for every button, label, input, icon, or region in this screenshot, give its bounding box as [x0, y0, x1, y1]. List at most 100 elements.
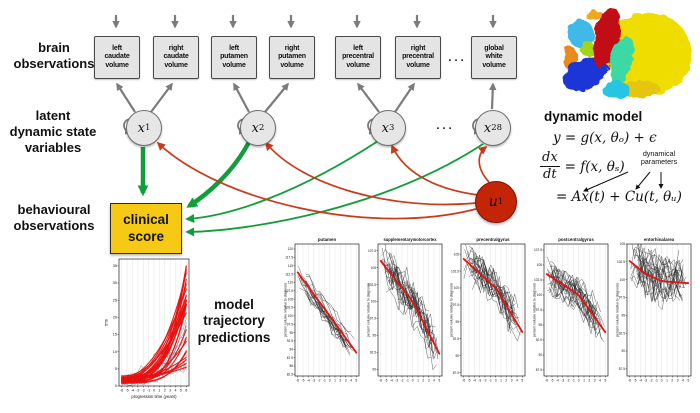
obs-box-right-putamen: right putamen volume	[269, 36, 315, 79]
svg-text:10: 10	[113, 350, 117, 354]
node-label: x	[381, 120, 389, 136]
svg-text:90: 90	[372, 367, 376, 371]
equation-state-rhs: = f(x, θₛ)	[564, 158, 625, 175]
svg-text:2: 2	[505, 378, 507, 382]
svg-text:97.5: 97.5	[619, 296, 625, 300]
svg-text:2: 2	[422, 378, 424, 382]
svg-text:putamen: putamen	[318, 237, 337, 242]
svg-text:0: 0	[412, 378, 414, 382]
nodes-ellipsis: . . .	[436, 120, 452, 132]
svg-text:-3: -3	[478, 378, 481, 382]
region-plot-entorhinalarea: -6 -5 -4 -3 -2 -1 0 1 2 3 4 5 87.5 90 92.5 95 97.5 100 102…	[615, 236, 694, 409]
svg-text:-2: -2	[142, 388, 145, 392]
svg-text:-3: -3	[561, 378, 564, 382]
svg-text:5: 5	[438, 378, 440, 382]
svg-text:92.5: 92.5	[287, 339, 293, 343]
svg-text:1: 1	[158, 388, 160, 392]
svg-text:-4: -4	[473, 378, 476, 382]
svg-text:0: 0	[115, 384, 117, 388]
svg-text:120: 120	[288, 247, 294, 251]
svg-text:-6: -6	[628, 378, 631, 382]
svg-text:100: 100	[371, 300, 377, 304]
svg-text:-6: -6	[120, 388, 123, 392]
svg-text:1: 1	[666, 378, 668, 382]
brain-region-gold	[620, 80, 660, 98]
svg-text:6: 6	[185, 388, 187, 392]
svg-text:3: 3	[345, 378, 347, 382]
svg-text:95: 95	[455, 320, 459, 324]
svg-text:5: 5	[687, 378, 689, 382]
svg-text:87.5: 87.5	[453, 371, 459, 375]
svg-text:-5: -5	[125, 388, 128, 392]
svg-text:-3: -3	[395, 378, 398, 382]
svg-text:2: 2	[588, 378, 590, 382]
equation-observation: y = g(x, θₒ) + ϵ	[553, 130, 657, 146]
svg-text:progression time (years): progression time (years)	[131, 394, 177, 399]
input-arrows	[156, 141, 490, 220]
svg-text:percent volume relative to dia: percent volume relative to diagnosis	[284, 283, 288, 337]
svg-text:-2: -2	[484, 378, 487, 382]
svg-text:102.5: 102.5	[285, 306, 293, 310]
svg-text:1: 1	[583, 378, 585, 382]
svg-text:2: 2	[671, 378, 673, 382]
svg-text:1: 1	[500, 378, 502, 382]
clinical-arrows	[137, 140, 484, 237]
svg-text:-1: -1	[406, 378, 409, 382]
svg-text:107.5: 107.5	[285, 289, 293, 293]
node-label: x	[137, 120, 145, 136]
svg-text:entorhinalarea: entorhinalarea	[644, 237, 675, 242]
svg-text:0: 0	[661, 378, 663, 382]
svg-text:-2: -2	[567, 378, 570, 382]
brain-region-green	[580, 42, 596, 56]
svg-text:107.5: 107.5	[368, 249, 376, 253]
svg-text:105: 105	[620, 242, 626, 246]
svg-text:-1: -1	[655, 378, 658, 382]
svg-text:87.5: 87.5	[536, 368, 542, 372]
svg-text:4: 4	[433, 378, 435, 382]
svg-text:-5: -5	[634, 378, 637, 382]
svg-text:107.5: 107.5	[534, 248, 542, 252]
node-label: x	[483, 120, 492, 136]
svg-text:-1: -1	[572, 378, 575, 382]
svg-text:102.5: 102.5	[368, 283, 376, 287]
label-model-trajectory-predictions: model trajectory predictions	[197, 297, 271, 345]
svg-text:-6: -6	[545, 378, 548, 382]
brain-region-cyan-upper	[568, 20, 594, 48]
obs-box-left-precentral: left precentral volume	[335, 36, 381, 79]
region-plot-supplementarymotorcortex: -6 -5 -4 -3 -2 -1 0 1 2 3 4 5 90 92.5 95 97.5 100 102.5 10…	[366, 236, 445, 409]
svg-text:115: 115	[288, 264, 293, 268]
svg-text:percent volume relative to dia: percent volume relative to diagnosis	[450, 283, 454, 337]
svg-text:110: 110	[288, 281, 293, 285]
svg-text:-4: -4	[390, 378, 393, 382]
svg-text:92.5: 92.5	[453, 337, 459, 341]
svg-text:90: 90	[538, 353, 542, 357]
svg-text:90: 90	[289, 347, 293, 351]
node-label: x	[251, 120, 259, 136]
svg-text:-1: -1	[489, 378, 492, 382]
svg-text:4: 4	[682, 378, 684, 382]
row-label-latent-variables: latent dynamic state variables	[9, 108, 97, 155]
svg-text:precentralgyrus: precentralgyrus	[476, 237, 510, 242]
svg-text:0: 0	[578, 378, 580, 382]
row-label-brain-observations: brain observations	[13, 40, 95, 71]
noise-down-arrows	[112, 15, 497, 29]
svg-text:-4: -4	[131, 388, 134, 392]
svg-text:3: 3	[428, 378, 430, 382]
svg-text:1: 1	[334, 378, 336, 382]
svg-text:95: 95	[372, 334, 376, 338]
svg-text:92.5: 92.5	[370, 351, 376, 355]
latent-node-x28: x 28	[475, 110, 511, 146]
svg-text:105: 105	[454, 252, 460, 256]
svg-text:85: 85	[289, 364, 293, 368]
region-plot-putamen: -6 -5 -4 -3 -2 -1 0 1 2 3 4 5 82.5 85 87.5 90 92.5 95 97.5…	[283, 236, 362, 409]
svg-text:92.5: 92.5	[536, 338, 542, 342]
svg-text:1: 1	[417, 378, 419, 382]
svg-text:-2: -2	[318, 378, 321, 382]
svg-text:3: 3	[169, 388, 171, 392]
svg-text:0: 0	[153, 388, 155, 392]
svg-text:100: 100	[620, 278, 626, 282]
node-label: u	[488, 194, 498, 210]
svg-text:5: 5	[604, 378, 606, 382]
dynamical-parameters-note: dynamical parameters	[640, 149, 678, 167]
